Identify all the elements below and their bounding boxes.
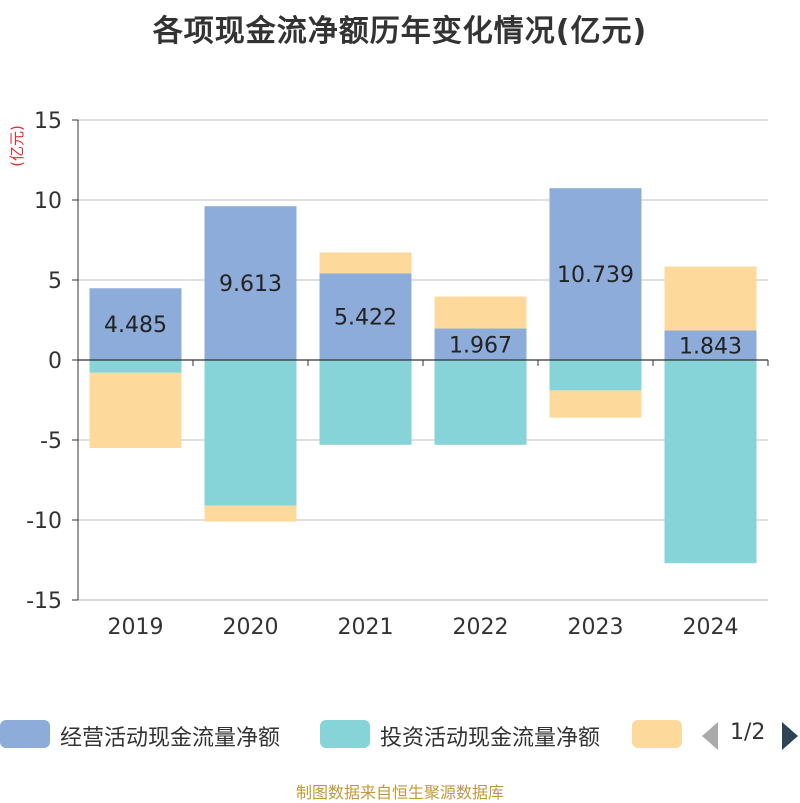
bar-2019-series-0	[89, 288, 182, 360]
legend-swatch-operating	[0, 720, 50, 748]
legend-label-operating: 经营活动现金流量净额	[60, 726, 281, 751]
x-tick-label: 2020	[223, 615, 279, 640]
y-axis-label: (亿元)	[8, 125, 26, 167]
y-tick-label: 0	[48, 349, 62, 374]
bar-2024-series-0	[664, 330, 757, 360]
legend-swatch-investing	[320, 720, 370, 748]
legend: 经营活动现金流量净额 投资活动现金流量净额	[0, 714, 800, 754]
bar-2019-series-2	[89, 372, 182, 448]
y-tick-label: -10	[26, 509, 62, 534]
bar-2023-series-2	[549, 390, 642, 418]
pager-text: 1/2	[730, 720, 766, 745]
bars	[89, 188, 757, 564]
data-labels: 4.485 9.613 5.422 1.967 10.739 1.843	[104, 263, 742, 359]
bar-2024-series-2	[664, 266, 757, 331]
pager-prev-arrow-icon[interactable]	[702, 722, 718, 750]
data-label: 5.422	[334, 306, 397, 331]
bar-2022-series-1	[434, 360, 527, 445]
data-label: 4.485	[104, 313, 167, 338]
y-tick-label: 5	[48, 269, 62, 294]
legend-swatch-third	[632, 720, 682, 748]
y-tick-label: -15	[26, 589, 62, 614]
bar-2024-series-1	[664, 360, 757, 564]
data-label: 1.843	[679, 334, 742, 359]
legend-label-investing: 投资活动现金流量净额	[380, 726, 601, 751]
chart-title: 各项现金流净额历年变化情况(亿元)	[152, 14, 648, 49]
pager-next-arrow-icon[interactable]	[782, 722, 798, 750]
x-tick-label: 2023	[568, 615, 624, 640]
source-footer: 制图数据来自恒生聚源数据库	[295, 783, 504, 802]
bar-2022-series-0	[434, 328, 527, 360]
bar-2020-series-1	[204, 360, 297, 506]
legend-pager: 1/2	[700, 718, 800, 752]
bar-2020-series-0	[204, 206, 297, 360]
bar-2022-series-2	[434, 296, 527, 329]
bar-2021-series-1	[319, 360, 412, 445]
data-label: 9.613	[219, 272, 282, 297]
x-tick-label: 2021	[338, 615, 394, 640]
data-label: 1.967	[449, 333, 512, 358]
bar-2023-series-1	[549, 360, 642, 391]
y-tick-label: 15	[34, 109, 62, 134]
bar-2021-series-2	[319, 252, 412, 274]
bar-2020-series-2	[204, 505, 297, 522]
x-tick-label: 2022	[453, 615, 509, 640]
axes: 15 10 5 0 -5 -10 -15 2019 2020 2021 2022 2023 2024	[26, 109, 769, 640]
y-tick-label: 10	[34, 189, 62, 214]
grid-lines	[78, 119, 768, 601]
x-tick-label: 2019	[108, 615, 164, 640]
cashflow-chart: 15 10 5 0 -5 -10 -15 2019 2020 2021 2022 2023 2024 4…	[8, 109, 769, 640]
bar-2019-series-1	[89, 360, 182, 373]
bar-2023-series-0	[549, 188, 642, 360]
data-label: 10.739	[557, 263, 634, 288]
y-tick-label: -5	[40, 429, 62, 454]
x-tick-label: 2024	[683, 615, 739, 640]
bar-2021-series-0	[319, 273, 412, 360]
